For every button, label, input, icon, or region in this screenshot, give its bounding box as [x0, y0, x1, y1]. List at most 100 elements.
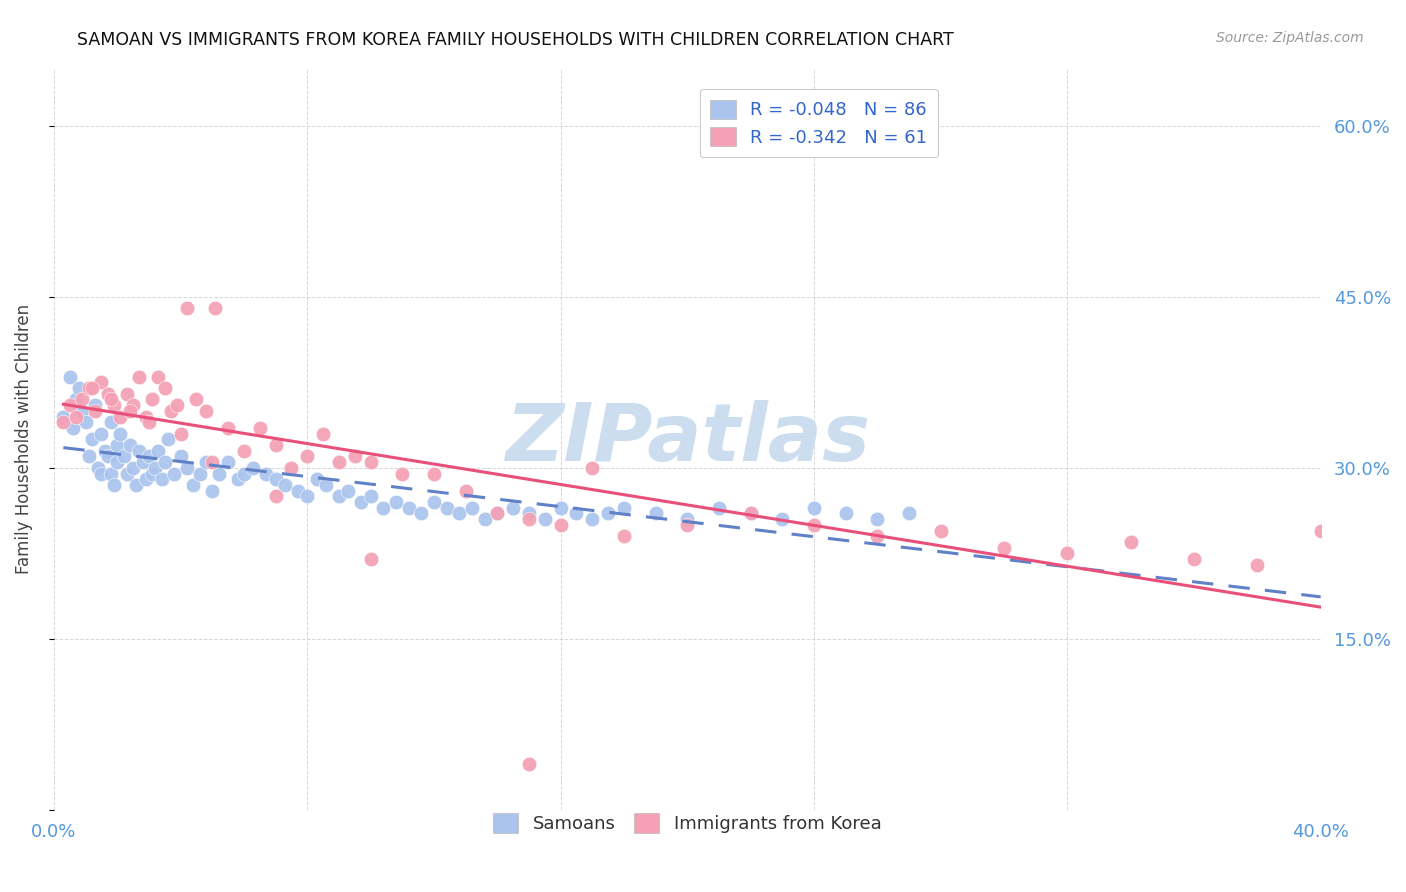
Point: [676, 517, 699, 532]
Point: [613, 529, 636, 543]
Point: [80, 433, 103, 447]
Point: [122, 460, 145, 475]
Point: [156, 433, 179, 447]
Point: [517, 757, 540, 772]
Point: [343, 450, 366, 464]
Point: [72, 392, 94, 407]
Point: [295, 450, 318, 464]
Point: [226, 472, 249, 486]
Point: [201, 483, 224, 498]
Point: [112, 450, 135, 464]
Point: [128, 443, 150, 458]
Point: [676, 512, 699, 526]
Y-axis label: Family Households with Children: Family Households with Children: [15, 304, 32, 574]
Point: [287, 483, 309, 498]
Point: [1246, 558, 1268, 572]
Point: [550, 500, 572, 515]
Point: [350, 495, 373, 509]
Point: [97, 386, 120, 401]
Point: [59, 398, 82, 412]
Point: [1119, 535, 1142, 549]
Point: [897, 507, 920, 521]
Point: [59, 369, 82, 384]
Point: [150, 472, 173, 486]
Point: [834, 507, 856, 521]
Point: [461, 500, 484, 515]
Point: [581, 460, 603, 475]
Point: [110, 426, 132, 441]
Point: [449, 507, 471, 521]
Point: [385, 495, 408, 509]
Point: [803, 517, 825, 532]
Point: [596, 507, 619, 521]
Point: [67, 381, 90, 395]
Point: [770, 512, 793, 526]
Point: [295, 489, 318, 503]
Point: [84, 404, 107, 418]
Point: [138, 415, 160, 429]
Point: [550, 517, 572, 532]
Point: [153, 381, 176, 395]
Point: [398, 500, 420, 515]
Point: [103, 478, 125, 492]
Point: [90, 467, 112, 481]
Point: [486, 507, 509, 521]
Point: [153, 455, 176, 469]
Point: [264, 489, 287, 503]
Point: [80, 381, 103, 395]
Text: SAMOAN VS IMMIGRANTS FROM KOREA FAMILY HOUSEHOLDS WITH CHILDREN CORRELATION CHAR: SAMOAN VS IMMIGRANTS FROM KOREA FAMILY H…: [77, 31, 955, 49]
Point: [1182, 552, 1205, 566]
Point: [502, 500, 524, 515]
Point: [118, 404, 141, 418]
Point: [75, 415, 97, 429]
Point: [100, 415, 122, 429]
Point: [312, 426, 335, 441]
Point: [131, 455, 153, 469]
Point: [135, 472, 157, 486]
Point: [486, 507, 509, 521]
Point: [148, 443, 170, 458]
Point: [62, 421, 84, 435]
Point: [360, 489, 382, 503]
Point: [100, 392, 122, 407]
Point: [105, 438, 128, 452]
Point: [423, 467, 446, 481]
Point: [181, 478, 204, 492]
Point: [125, 478, 148, 492]
Point: [65, 392, 87, 407]
Point: [866, 529, 889, 543]
Point: [360, 455, 382, 469]
Point: [411, 507, 433, 521]
Point: [84, 398, 107, 412]
Point: [169, 426, 191, 441]
Point: [391, 467, 413, 481]
Point: [373, 500, 395, 515]
Point: [217, 455, 239, 469]
Point: [517, 512, 540, 526]
Point: [1309, 524, 1331, 538]
Point: [249, 421, 271, 435]
Point: [866, 512, 889, 526]
Point: [232, 443, 254, 458]
Point: [118, 438, 141, 452]
Point: [160, 404, 183, 418]
Point: [533, 512, 555, 526]
Point: [176, 460, 198, 475]
Point: [423, 495, 446, 509]
Point: [97, 450, 120, 464]
Point: [188, 467, 211, 481]
Point: [72, 404, 94, 418]
Point: [328, 489, 350, 503]
Point: [274, 478, 297, 492]
Point: [52, 415, 75, 429]
Point: [103, 398, 125, 412]
Point: [474, 512, 496, 526]
Point: [77, 381, 100, 395]
Point: [232, 467, 254, 481]
Point: [90, 426, 112, 441]
Point: [207, 467, 229, 481]
Point: [90, 376, 112, 390]
Point: [613, 500, 636, 515]
Point: [436, 500, 458, 515]
Point: [105, 455, 128, 469]
